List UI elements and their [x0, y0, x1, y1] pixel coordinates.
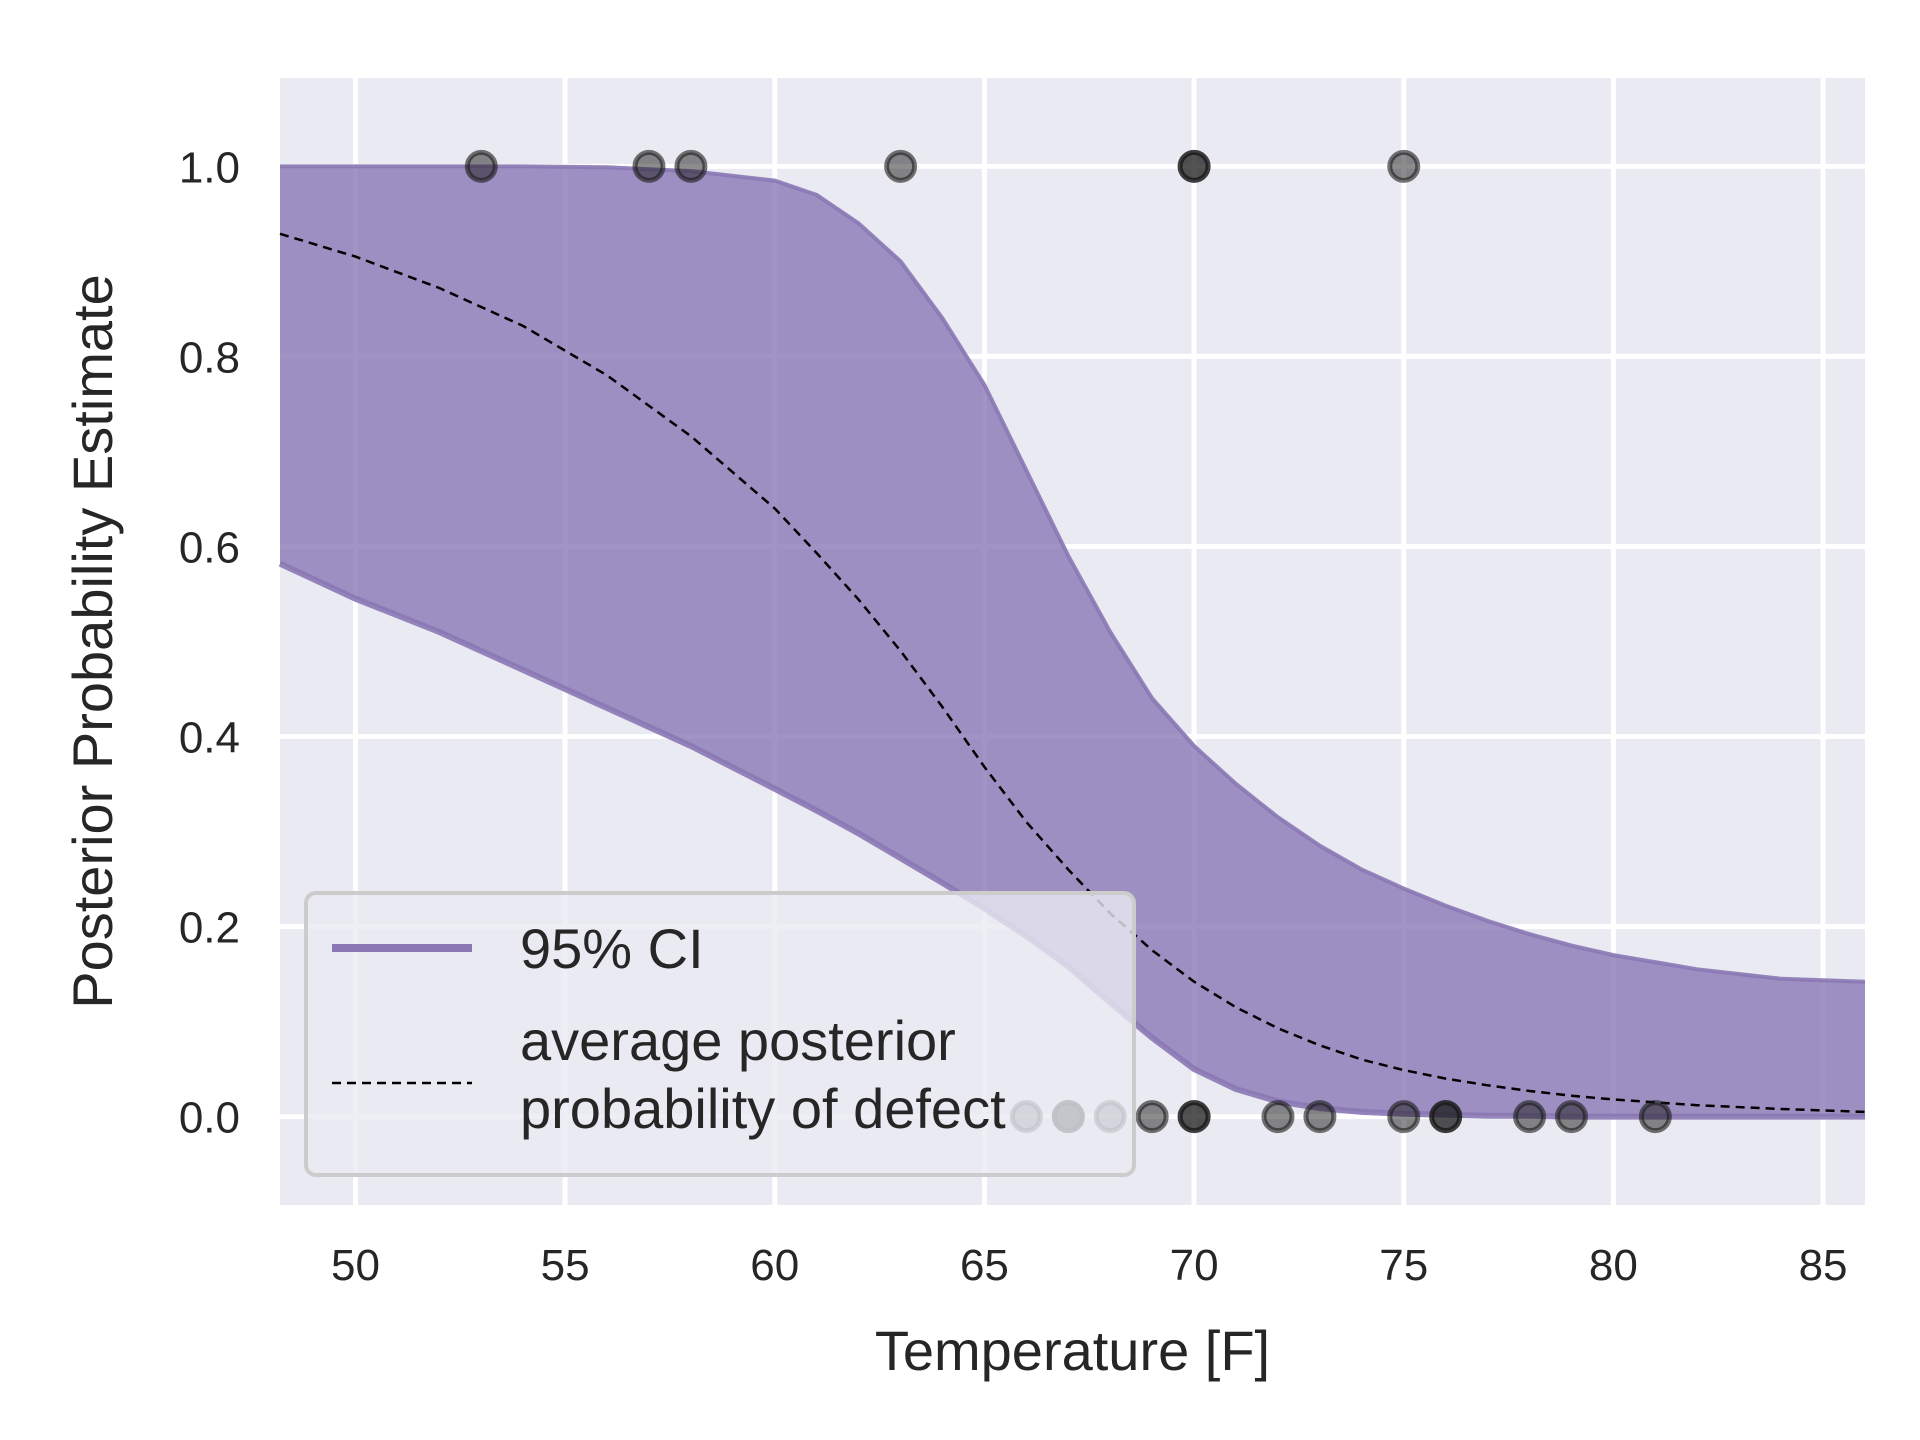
data-point [1264, 1103, 1292, 1131]
y-axis-label: Posterior Probability Estimate [61, 274, 124, 1009]
y-tick-labels: 0.0 0.2 0.4 0.6 0.8 1.0 [179, 143, 240, 1142]
data-point [1180, 152, 1208, 180]
x-tick-label: 65 [960, 1241, 1009, 1290]
x-axis-label: Temperature [F] [875, 1319, 1270, 1382]
data-point [1641, 1103, 1669, 1131]
data-point [635, 152, 663, 180]
data-point [1180, 1103, 1208, 1131]
y-tick-label: 0.0 [179, 1094, 240, 1143]
x-tick-label: 70 [1170, 1241, 1219, 1290]
y-tick-label: 0.2 [179, 904, 240, 953]
y-tick-label: 0.8 [179, 333, 240, 382]
y-tick-label: 0.4 [179, 714, 240, 763]
data-point [1306, 1103, 1334, 1131]
data-point [887, 152, 915, 180]
data-point [1390, 1103, 1418, 1131]
x-tick-labels: 50 55 60 65 70 75 80 85 [331, 1241, 1848, 1290]
data-point [1516, 1103, 1544, 1131]
data-point [1557, 1103, 1585, 1131]
x-tick-label: 55 [541, 1241, 590, 1290]
y-tick-label: 0.6 [179, 523, 240, 572]
x-tick-label: 85 [1799, 1241, 1848, 1290]
legend-ci-label: 95% CI [520, 917, 704, 980]
data-point [677, 152, 705, 180]
data-point [467, 152, 495, 180]
x-tick-label: 75 [1379, 1241, 1428, 1290]
y-tick-label: 1.0 [179, 143, 240, 192]
x-tick-label: 50 [331, 1241, 380, 1290]
data-point [1432, 1103, 1460, 1131]
data-point [1138, 1103, 1166, 1131]
data-point [1390, 152, 1418, 180]
x-tick-label: 60 [750, 1241, 799, 1290]
x-tick-label: 80 [1589, 1241, 1638, 1290]
